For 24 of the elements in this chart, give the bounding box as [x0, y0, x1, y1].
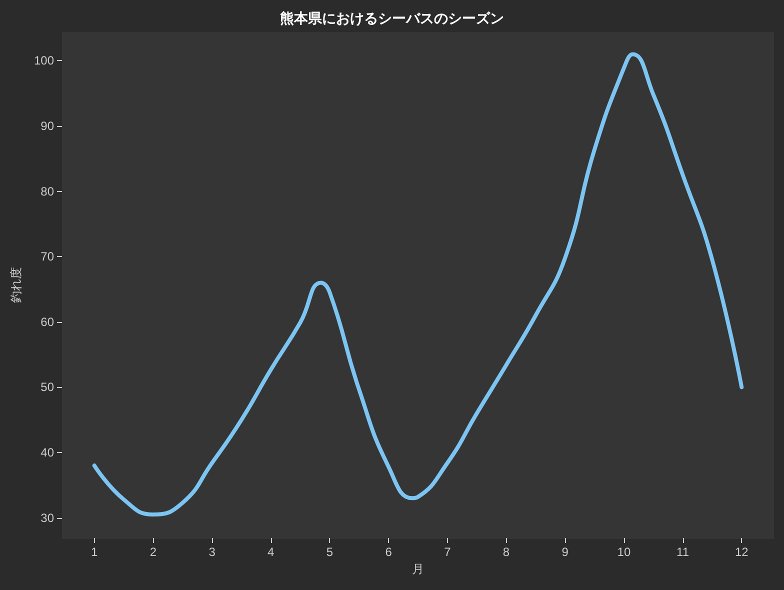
x-axis-title: 月 — [412, 562, 424, 576]
x-tick-label: 5 — [326, 545, 334, 559]
x-tick-label: 10 — [617, 545, 631, 559]
x-tick-label: 6 — [385, 545, 392, 559]
y-tick-label: 70 — [40, 250, 54, 264]
y-tick-label: 90 — [40, 119, 54, 134]
x-tick-label: 2 — [150, 545, 157, 559]
x-tick-label: 12 — [734, 545, 749, 559]
y-tick-label: 30 — [40, 510, 54, 525]
x-tick-label: 4 — [268, 545, 275, 559]
y-tick-label: 40 — [40, 445, 54, 460]
y-axis-title: 釣れ度 — [9, 267, 23, 303]
x-tick-label: 11 — [676, 545, 690, 559]
y-tick-label: 50 — [40, 380, 54, 394]
line-series — [92, 52, 744, 516]
y-tick-label: 100 — [34, 54, 54, 68]
x-tick-label: 8 — [502, 545, 510, 559]
chart-title: 熊本県におけるシーバスのシーズン — [280, 10, 504, 26]
x-tick-label: 1 — [91, 545, 98, 559]
x-tick-label: 7 — [444, 545, 452, 559]
y-tick-label: 60 — [40, 314, 54, 329]
x-tick-label: 9 — [562, 545, 569, 559]
x-tick-label: 3 — [208, 545, 216, 559]
y-tick-label: 80 — [40, 184, 54, 198]
